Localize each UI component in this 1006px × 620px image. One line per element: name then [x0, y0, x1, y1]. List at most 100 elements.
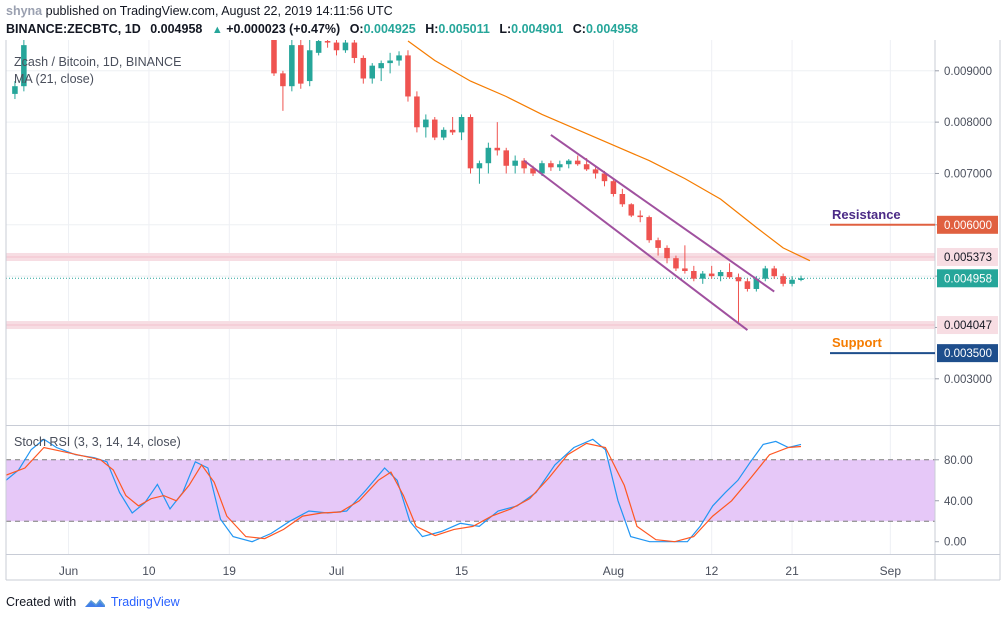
candle-down: [548, 163, 554, 168]
stoch-rsi-d-line: [6, 442, 802, 543]
candle-up: [369, 65, 376, 79]
publish-info: shyna published on TradingView.com, Augu…: [6, 4, 393, 18]
footer: Created with TradingView: [6, 595, 180, 609]
candle-down: [530, 168, 536, 174]
symbol-ohlc-line: BINANCE:ZECBTC, 1D 0.004958 ▲ +0.000023 …: [6, 22, 638, 36]
candle-up: [565, 160, 572, 165]
level-tag: [937, 247, 998, 266]
candle-down: [360, 57, 367, 79]
up-arrow-icon: ▲: [211, 24, 223, 36]
candle-up: [306, 50, 313, 82]
candle-down: [494, 147, 501, 151]
candle-down: [432, 119, 438, 138]
candle-down: [298, 45, 304, 84]
candle-down: [333, 42, 340, 51]
x-tick-label: Jul: [329, 564, 344, 578]
candle-up: [753, 278, 760, 289]
candle-up: [387, 60, 393, 64]
candle-up: [699, 273, 706, 279]
x-tick-label: 10: [142, 564, 156, 578]
candle-down: [351, 42, 358, 58]
resistance-label: Resistance: [832, 207, 901, 222]
candle-down: [744, 281, 751, 289]
candle-up: [21, 45, 27, 87]
rsi-band: [6, 459, 935, 522]
candle-up: [798, 278, 804, 280]
candle-down: [610, 181, 617, 194]
resistance-tag: [937, 215, 998, 234]
author-name[interactable]: shyna: [6, 4, 43, 18]
candle-up: [485, 147, 492, 164]
grid: [6, 40, 935, 554]
candle-up: [762, 268, 769, 279]
candle-down: [592, 169, 599, 174]
stoch-rsi-plot: [6, 438, 935, 543]
last-price: 0.004958: [150, 22, 203, 36]
candle-down: [646, 217, 652, 241]
x-tick-label: 21: [785, 564, 799, 578]
symbol-label: BINANCE:ZECBTC, 1D: [6, 22, 141, 36]
tradingview-link[interactable]: TradingView: [110, 595, 180, 609]
candle-up: [12, 86, 18, 94]
chart-title: Zcash / Bitcoin, 1D, BINANCE: [14, 55, 181, 69]
x-tick-label: Aug: [603, 564, 624, 578]
candle-down: [637, 215, 643, 218]
support-tag-label: 0.003500: [944, 348, 992, 360]
candle-up: [440, 129, 447, 138]
close-label: C:: [572, 22, 586, 36]
candle-up: [789, 279, 795, 284]
candle-down: [664, 247, 670, 259]
low-label: L:: [499, 22, 512, 36]
publish-text: published on TradingView.com, August 22,…: [45, 4, 393, 18]
y-tick-label: 0.008000: [944, 117, 992, 129]
candle-up: [396, 55, 402, 61]
last-price-tag-label: 0.004958: [944, 273, 992, 285]
candle-down: [324, 41, 331, 43]
level-tag-label: 0.005373: [944, 252, 992, 264]
level-tag-label: 0.004047: [944, 320, 992, 332]
candle-up: [557, 164, 563, 168]
candle-down: [726, 272, 733, 278]
candle-down: [414, 96, 420, 128]
rsi-y-tick-label: 0.00: [944, 537, 966, 549]
price-plot: [12, 40, 811, 331]
ma-21-line: [407, 40, 811, 262]
candle-down: [708, 273, 715, 277]
x-tick-label: 15: [455, 564, 469, 578]
candle-up: [476, 163, 483, 169]
ma-indicator-label: MA (21, close): [14, 72, 94, 86]
x-tick-label: Sep: [880, 564, 902, 578]
resistance-tag-label: 0.006000: [944, 220, 992, 232]
price-change: +0.000023 (+0.47%): [226, 22, 341, 36]
candle-down: [771, 268, 777, 277]
channel-trendline: [523, 159, 749, 331]
open-label: O:: [349, 22, 364, 36]
high-value: 0.005011: [438, 22, 490, 36]
candle-down: [405, 55, 411, 97]
y-tick-label: 0.007000: [944, 168, 992, 180]
candle-down: [673, 258, 679, 269]
candle-down: [735, 277, 742, 282]
last-price-tag: [937, 269, 998, 288]
rsi-y-tick-label: 80.00: [944, 455, 973, 467]
open-value: 0.004925: [363, 22, 416, 36]
chart-labels: Jun 10 19 Jul 15 Aug 12 21 Sep Resistance Support 0…: [14, 55, 998, 578]
support-label: Support: [832, 335, 882, 350]
channel-trendline: [550, 134, 775, 293]
candle-down: [271, 40, 277, 74]
candle-up: [458, 117, 465, 133]
candle-down: [583, 164, 590, 170]
x-tick-label: 12: [705, 564, 719, 578]
candle-down: [691, 271, 697, 279]
candle-up: [539, 163, 545, 174]
candle-up: [512, 160, 518, 166]
y-tick-label: 0.003000: [944, 374, 992, 386]
candle-down: [655, 240, 661, 248]
candle-up: [289, 45, 295, 87]
candle-up: [315, 41, 322, 53]
low-value: 0.004901: [511, 22, 564, 36]
close-value: 0.004958: [585, 22, 639, 36]
candle-down: [503, 150, 509, 166]
level-bands: [6, 252, 935, 330]
